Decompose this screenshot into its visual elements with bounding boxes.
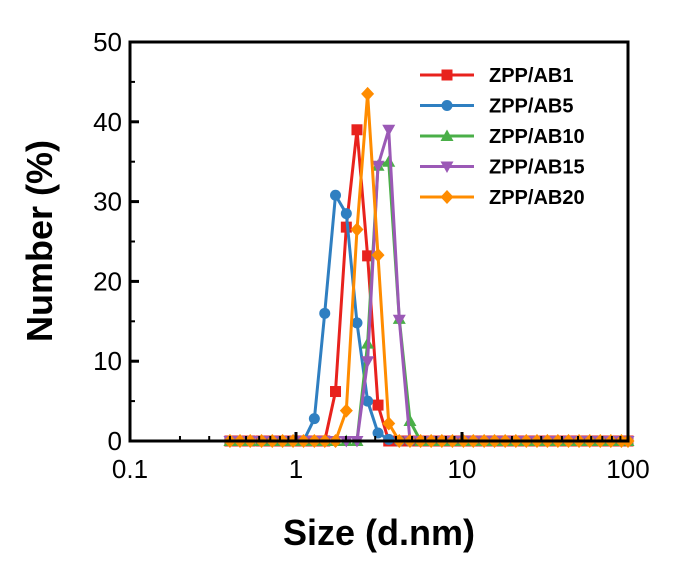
data-point: [361, 86, 375, 101]
legend-item: ZPP/AB20: [420, 187, 585, 209]
legend-label: ZPP/AB20: [489, 187, 585, 209]
data-point: [350, 222, 364, 237]
y-tick-label: 40: [93, 107, 122, 137]
data-point: [371, 160, 385, 173]
data-point: [383, 433, 395, 445]
y-tick-label: 30: [93, 187, 122, 217]
y-axis-title: Number (%): [19, 140, 60, 342]
data-point: [392, 314, 406, 327]
x-tick-label: 1: [289, 454, 303, 484]
legend-marker: [441, 100, 453, 111]
x-axis-title: Size (d.nm): [283, 512, 475, 553]
legend-label: ZPP/AB5: [489, 96, 573, 118]
data-point: [361, 356, 375, 368]
data-point: [351, 124, 363, 136]
legend-label: ZPP/AB10: [489, 126, 585, 148]
legend-marker: [440, 190, 454, 204]
data-point: [330, 386, 342, 398]
data-point: [330, 189, 342, 201]
legend-marker: [440, 161, 454, 173]
legend-item: ZPP/AB15: [420, 157, 585, 179]
data-point: [339, 403, 353, 418]
y-tick-label: 50: [93, 27, 122, 57]
y-tick-label: 10: [93, 346, 122, 376]
legend-item: ZPP/AB10: [420, 126, 585, 148]
data-point: [382, 124, 396, 137]
data-point: [308, 413, 320, 425]
legend-marker: [441, 69, 453, 81]
data-point: [403, 414, 417, 427]
y-tick-label: 0: [108, 426, 122, 456]
legend-item: ZPP/AB5: [420, 96, 573, 118]
x-tick-label: 0.1: [112, 454, 148, 484]
y-tick-label: 20: [93, 266, 122, 296]
data-point: [372, 427, 384, 439]
data-point: [340, 208, 352, 220]
x-tick-label: 10: [448, 454, 477, 484]
data-point: [382, 416, 396, 431]
legend: ZPP/AB1 ZPP/AB5 ZPP/AB10 ZPP/AB15 ZPP/AB20: [420, 65, 585, 209]
legend-label: ZPP/AB15: [489, 157, 585, 179]
data-point: [371, 248, 385, 263]
legend-label: ZPP/AB1: [489, 65, 573, 87]
axis-layer: 0.1 1 10 100 0 10 20 30 40 50: [93, 27, 650, 484]
data-point: [362, 250, 374, 262]
legend-item: ZPP/AB1: [420, 65, 573, 87]
x-tick-label: 100: [606, 454, 649, 484]
data-point: [362, 395, 374, 407]
legend-marker: [440, 129, 454, 141]
data-point: [319, 307, 331, 319]
data-point: [351, 317, 363, 329]
series-zpp-ab5: [224, 189, 634, 447]
series-line: [229, 193, 628, 443]
data-point: [372, 399, 384, 411]
